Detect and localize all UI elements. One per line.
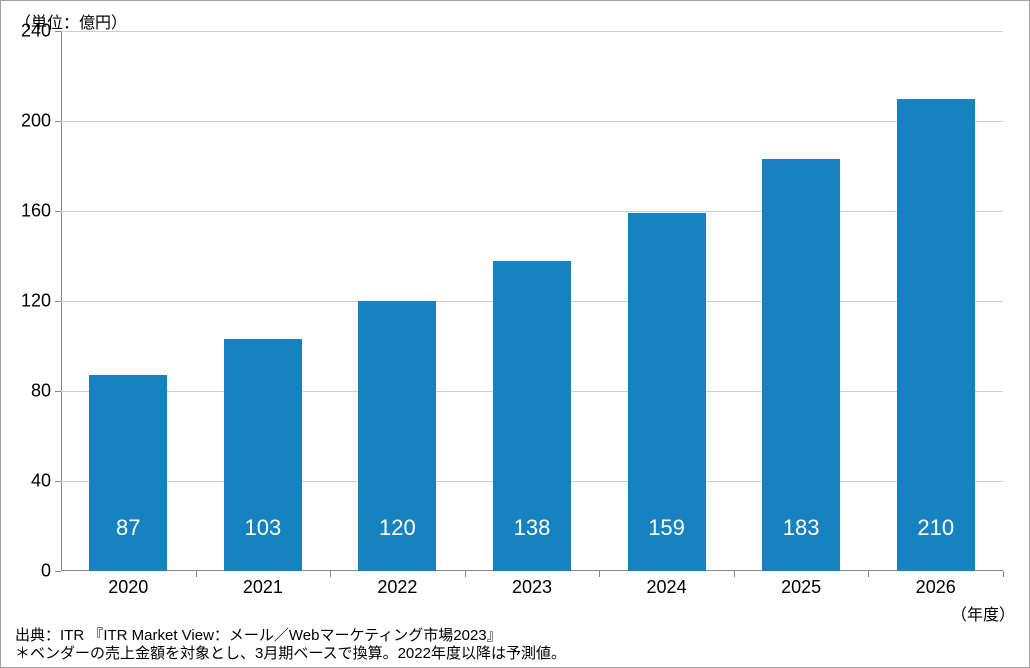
x-tick [868,571,869,577]
y-tick-label: 80 [31,381,51,402]
y-tick-label: 120 [21,291,51,312]
footnote-text: ＊ベンダーの売上金額を対象とし、3月期ベースで換算。2022年度以降は予測値。 [15,642,566,663]
y-tick [55,391,61,392]
x-tick [599,571,600,577]
chart-container: （単位：億円） 87103120138159183210 04080120160… [0,0,1030,668]
bar-value-label: 120 [379,515,416,541]
x-tick-label: 2020 [108,577,148,598]
x-tick-label: 2026 [916,577,956,598]
y-tick [55,571,61,572]
y-tick-label: 160 [21,201,51,222]
bar-value-label: 103 [244,515,281,541]
y-tick-label: 40 [31,471,51,492]
plot-area: 87103120138159183210 04080120160200240 2… [61,31,1003,571]
bar: 183 [762,159,840,571]
x-axis-label: （年度） [951,601,1015,625]
x-tick [330,571,331,577]
bar-value-label: 210 [917,515,954,541]
bar: 138 [493,261,571,572]
y-tick [55,121,61,122]
x-tick-label: 2021 [243,577,283,598]
y-tick [55,481,61,482]
bars-group: 87 103 120 138 159 183 210 [61,31,1003,571]
bar: 120 [358,301,436,571]
x-tick-label: 2024 [647,577,687,598]
bar: 159 [628,213,706,571]
x-tick [465,571,466,577]
y-tick-label: 200 [21,111,51,132]
y-tick [55,211,61,212]
y-tick [55,31,61,32]
bar-value-label: 183 [783,515,820,541]
bar-value-label: 138 [514,515,551,541]
y-tick-label: 240 [21,21,51,42]
bar-value-label: 87 [116,515,140,541]
bar: 210 [897,99,975,572]
x-tick-label: 2022 [377,577,417,598]
bar-value-label: 159 [648,515,685,541]
x-tick-label: 2023 [512,577,552,598]
x-tick [1003,571,1004,577]
y-tick-label: 0 [41,561,51,582]
x-tick [196,571,197,577]
bar: 87 [89,375,167,571]
x-tick-label: 2025 [781,577,821,598]
x-tick [734,571,735,577]
y-tick [55,301,61,302]
bar: 103 [224,339,302,571]
